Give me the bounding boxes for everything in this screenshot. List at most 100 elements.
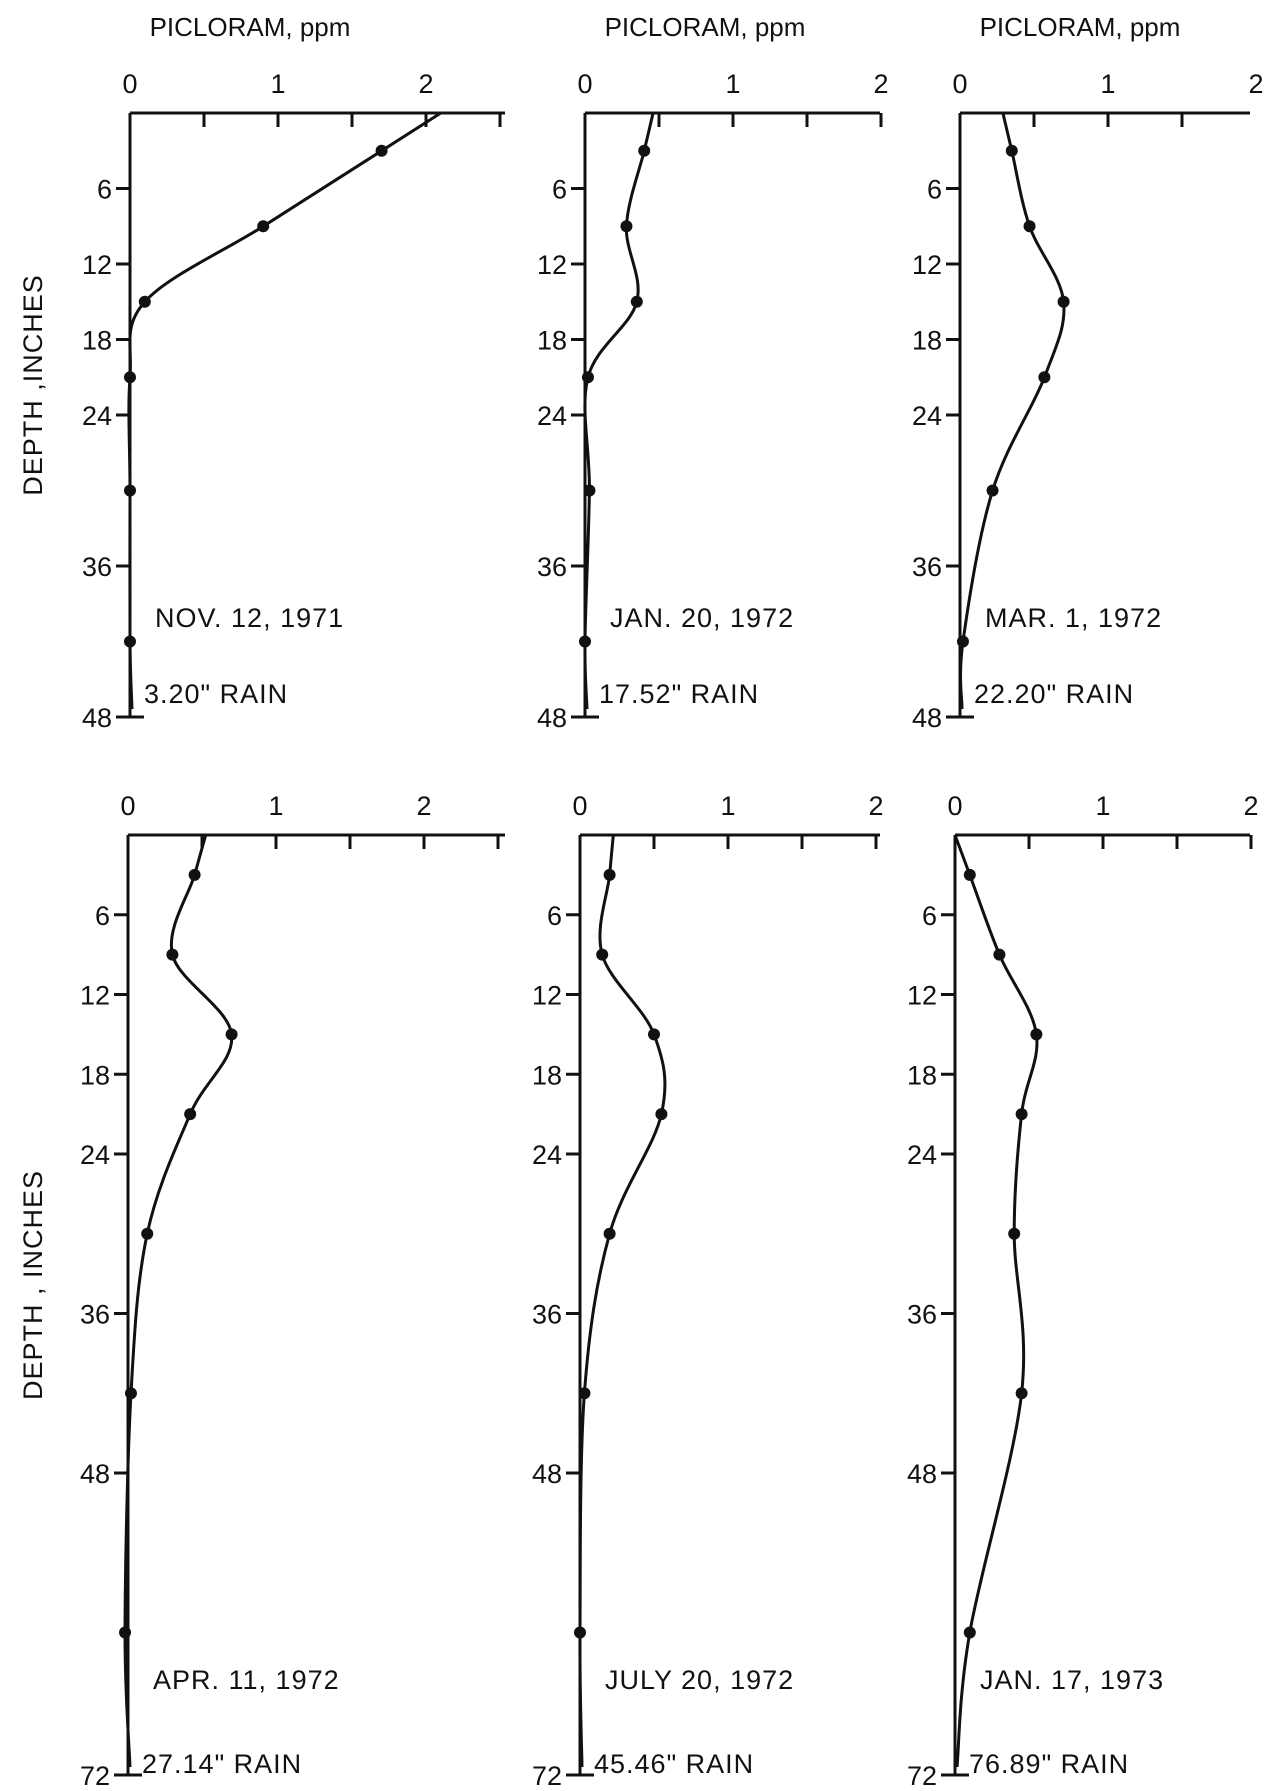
y-tick-label: 6 [552,175,567,205]
data-point [583,484,596,497]
data-point [620,220,633,233]
x-tick-label: 0 [120,791,135,821]
data-point [1015,1108,1028,1121]
y-tick-label: 24 [80,1140,110,1170]
x-tick-label: 0 [952,69,967,99]
x-tick-label: 1 [268,791,283,821]
y-axis-title: DEPTH ,INCHES [18,274,48,496]
y-tick-label: 36 [907,1300,937,1330]
x-axis-title: PICLORAM, ppm [605,12,806,42]
y-tick-label: 18 [912,326,942,356]
y-tick-label: 36 [82,552,112,582]
data-point [963,1626,976,1639]
sample-date-label: JAN. 20, 1972 [610,603,794,633]
y-tick-label: 12 [537,250,567,280]
data-point [1038,371,1051,384]
y-tick-label: 48 [907,1459,937,1489]
y-tick-label: 24 [82,401,112,431]
cumulative-rain-label: 45.46" RAIN [594,1749,754,1779]
data-point [1057,295,1070,308]
data-point [375,144,388,157]
data-point [630,295,643,308]
concentration-curve [953,834,1039,1768]
x-tick-label: 1 [720,791,735,821]
sample-date-label: MAR. 1, 1972 [985,603,1162,633]
data-point [166,948,179,961]
y-tick-label: 6 [547,901,562,931]
data-point [141,1227,154,1240]
data-point [138,295,151,308]
x-axis-title: PICLORAM, ppm [150,12,351,42]
y-tick-label: 36 [532,1300,562,1330]
y-tick-label: 24 [537,401,567,431]
data-point [956,635,969,648]
y-tick-label: 48 [82,703,112,733]
x-tick-label: 1 [1100,69,1115,99]
data-point [225,1028,238,1041]
x-tick-label: 1 [725,69,740,99]
x-tick-label: 0 [572,791,587,821]
data-point [124,371,136,384]
x-tick-label: 2 [1243,791,1258,821]
data-point [124,484,136,497]
cumulative-rain-label: 22.20" RAIN [974,679,1134,709]
data-point [993,948,1006,961]
x-axis-title: PICLORAM, ppm [980,12,1181,42]
y-tick-label: 48 [912,703,942,733]
y-tick-label: 18 [82,326,112,356]
data-point [581,371,594,384]
y-tick-label: 24 [532,1140,562,1170]
data-point [603,868,616,881]
data-point [574,1626,586,1639]
y-tick-label: 36 [912,552,942,582]
y-tick-label: 12 [80,981,110,1011]
y-tick-label: 18 [907,1060,937,1090]
y-tick-label: 12 [907,981,937,1011]
data-point [257,220,270,233]
y-tick-label: 48 [532,1459,562,1489]
x-tick-label: 2 [1248,69,1263,99]
data-point [119,1626,132,1639]
y-tick-label: 6 [95,901,110,931]
y-tick-label: 24 [907,1140,937,1170]
y-tick-label: 48 [80,1459,110,1489]
data-point [1030,1028,1043,1041]
x-tick-label: 1 [1095,791,1110,821]
concentration-curve [123,834,234,1768]
concentration-curve [959,112,1066,710]
x-tick-label: 0 [947,791,962,821]
y-tick-label: 12 [82,250,112,280]
x-tick-label: 0 [122,69,137,99]
x-tick-label: 2 [873,69,888,99]
cumulative-rain-label: 17.52" RAIN [599,679,759,709]
data-point [1008,1227,1021,1240]
y-tick-label: 48 [537,703,567,733]
sample-date-label: APR. 11, 1972 [153,1665,340,1695]
data-point [1015,1387,1028,1400]
sample-date-label: JULY 20, 1972 [605,1665,794,1695]
x-tick-label: 2 [418,69,433,99]
y-tick-label: 72 [532,1761,562,1791]
data-point [124,635,136,648]
y-tick-label: 36 [80,1300,110,1330]
data-point [986,484,999,497]
y-tick-label: 6 [922,901,937,931]
data-point [184,1108,197,1121]
data-point [1023,220,1036,233]
data-point [124,1387,137,1400]
concentration-curve [127,111,442,710]
y-tick-label: 18 [532,1060,562,1090]
y-tick-label: 18 [537,326,567,356]
y-tick-label: 36 [537,552,567,582]
data-point [579,635,591,648]
data-point [655,1108,668,1121]
cumulative-rain-label: 27.14" RAIN [142,1749,302,1779]
data-point [963,868,976,881]
y-tick-label: 24 [912,401,942,431]
